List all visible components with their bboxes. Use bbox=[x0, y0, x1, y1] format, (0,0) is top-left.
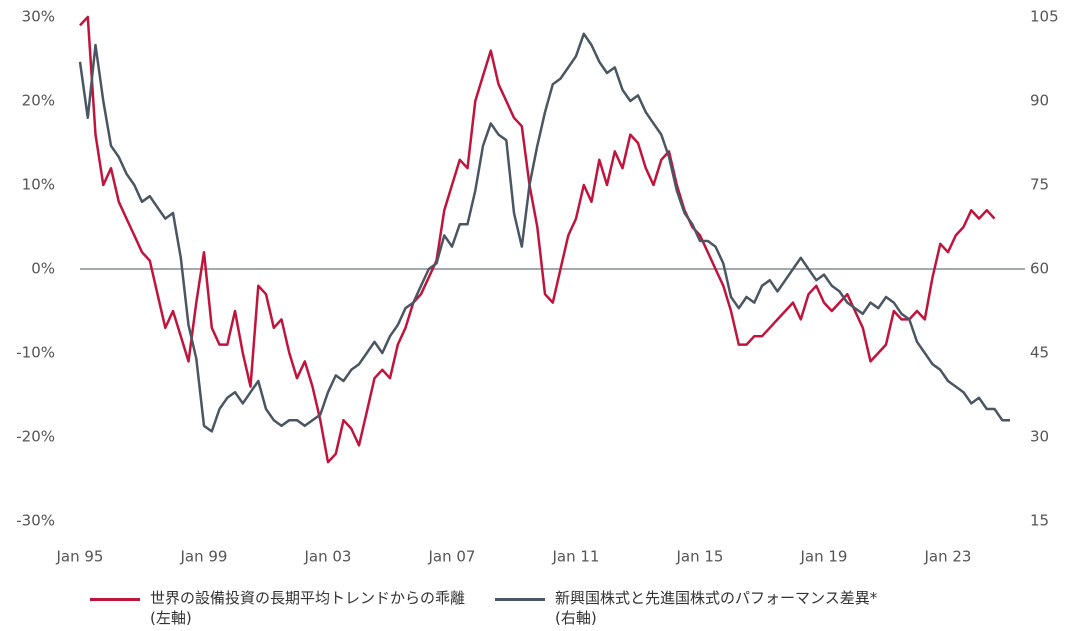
y2-tick-label: 90 bbox=[1030, 92, 1049, 110]
x-tick-label: Jan 03 bbox=[304, 548, 352, 566]
legend-item: 新興国株式と先進国株式のパフォーマンス差異* (右軸) bbox=[495, 588, 877, 628]
x-tick-label: Jan 23 bbox=[924, 548, 972, 566]
legend-swatch bbox=[90, 598, 140, 601]
y-tick-label: 30% bbox=[22, 8, 55, 26]
x-tick-label: Jan 11 bbox=[552, 548, 600, 566]
y-tick-label: 0% bbox=[31, 260, 55, 278]
y-tick-label: 10% bbox=[22, 176, 55, 194]
y2-tick-label: 45 bbox=[1030, 344, 1049, 362]
legend-label: 新興国株式と先進国株式のパフォーマンス差異* (右軸) bbox=[555, 589, 878, 627]
y-tick-label: -20% bbox=[16, 428, 55, 446]
legend: 世界の設備投資の長期平均トレンドからの乖離 (左軸) 新興国株式と先進国株式のパフ… bbox=[90, 588, 877, 628]
y-tick-label: -30% bbox=[16, 512, 55, 530]
y2-tick-label: 60 bbox=[1030, 260, 1049, 278]
series-line bbox=[79, 15, 996, 464]
y-tick-label: -10% bbox=[16, 344, 55, 362]
x-tick-label: Jan 15 bbox=[676, 548, 724, 566]
legend-item: 世界の設備投資の長期平均トレンドからの乖離 (左軸) bbox=[90, 588, 465, 628]
y2-tick-label: 105 bbox=[1030, 8, 1059, 26]
x-tick-label: Jan 95 bbox=[56, 548, 104, 566]
legend-label: 世界の設備投資の長期平均トレンドからの乖離 (左軸) bbox=[150, 589, 466, 627]
x-tick-label: Jan 99 bbox=[180, 548, 228, 566]
plot: 30% 20% 10% 0% -10% -20% -30% 105 90 75 60 45 30 15 Ja… bbox=[16, 8, 1059, 566]
legend-swatch bbox=[495, 598, 546, 601]
series-line bbox=[78, 32, 1010, 433]
y2-tick-label: 75 bbox=[1030, 176, 1049, 194]
x-tick-label: Jan 07 bbox=[428, 548, 476, 566]
y2-tick-label: 15 bbox=[1030, 512, 1049, 530]
y-tick-label: 20% bbox=[22, 92, 55, 110]
x-tick-label: Jan 19 bbox=[800, 548, 848, 566]
y2-tick-label: 30 bbox=[1030, 428, 1049, 446]
